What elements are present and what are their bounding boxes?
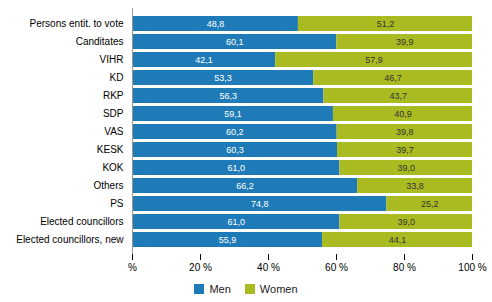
svg-text:Persons entit. to vote: Persons entit. to vote — [30, 18, 124, 29]
svg-text:Elected councillors, new: Elected councillors, new — [16, 234, 124, 245]
svg-text:VAS: VAS — [104, 126, 124, 137]
svg-text:60,3: 60,3 — [226, 145, 244, 155]
svg-text:VIHR: VIHR — [100, 54, 124, 65]
svg-text:43,7: 43,7 — [389, 91, 407, 101]
svg-text:80 %: 80 % — [393, 262, 416, 273]
svg-text:40 %: 40 % — [257, 262, 280, 273]
svg-text:KD: KD — [110, 72, 124, 83]
svg-text:39,9: 39,9 — [396, 37, 414, 47]
svg-text:46,7: 46,7 — [384, 73, 402, 83]
svg-text:48,8: 48,8 — [207, 19, 225, 29]
svg-text:56,3: 56,3 — [219, 91, 237, 101]
svg-text:Canditates: Canditates — [76, 36, 124, 47]
svg-text:57,9: 57,9 — [365, 55, 383, 65]
svg-text:53,3: 53,3 — [214, 73, 232, 83]
svg-text:60,2: 60,2 — [226, 127, 244, 137]
svg-text:39,0: 39,0 — [397, 163, 415, 173]
svg-text:%: % — [128, 262, 137, 273]
svg-text:SDP: SDP — [103, 108, 124, 119]
svg-text:RKP: RKP — [103, 90, 124, 101]
svg-text:KOK: KOK — [102, 162, 123, 173]
html-text:Women: Women — [259, 283, 298, 295]
svg-text:61,0: 61,0 — [227, 217, 245, 227]
svg-text:KESK: KESK — [97, 144, 124, 155]
svg-text:55,9: 55,9 — [219, 235, 237, 245]
svg-text:100 %: 100 % — [458, 262, 486, 273]
svg-text:39,0: 39,0 — [397, 217, 415, 227]
svg-text:60 %: 60 % — [325, 262, 348, 273]
svg-text:66,2: 66,2 — [236, 181, 254, 191]
svg-text:51,2: 51,2 — [377, 19, 395, 29]
svg-text:PS: PS — [110, 198, 124, 209]
svg-text:74,8: 74,8 — [251, 199, 269, 209]
svg-text:59,1: 59,1 — [224, 109, 242, 119]
svg-text:Elected councillors: Elected councillors — [40, 216, 123, 227]
svg-text:61,0: 61,0 — [227, 163, 245, 173]
html-text:Men: Men — [209, 283, 231, 295]
svg-text:60,1: 60,1 — [226, 37, 244, 47]
svg-text:44,1: 44,1 — [389, 235, 407, 245]
svg-text:39,7: 39,7 — [396, 145, 414, 155]
svg-text:42,1: 42,1 — [195, 55, 213, 65]
svg-text:40,9: 40,9 — [394, 109, 412, 119]
svg-text:20 %: 20 % — [189, 262, 212, 273]
svg-text:33,8: 33,8 — [406, 181, 424, 191]
svg-text:Others: Others — [93, 180, 123, 191]
svg-text:39,8: 39,8 — [396, 127, 414, 137]
svg-text:25,2: 25,2 — [421, 199, 439, 209]
